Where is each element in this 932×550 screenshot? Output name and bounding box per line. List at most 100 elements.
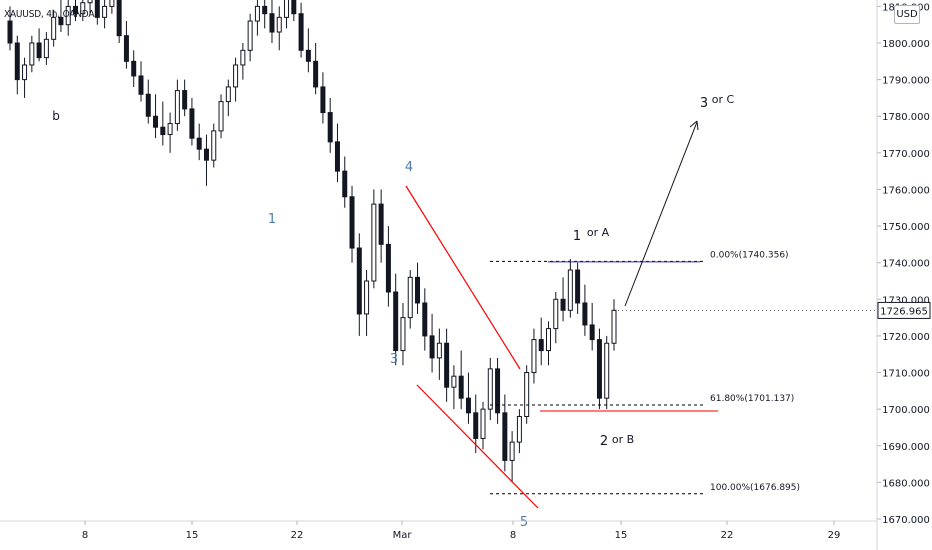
candle: [131, 50, 137, 87]
candle: [553, 291, 559, 344]
price-tick-label: 1790.000: [882, 76, 930, 87]
candle: [233, 57, 239, 102]
currency-button[interactable]: USD: [894, 5, 920, 24]
symbol-label: XAUUSD, 4h, OANDA: [4, 9, 95, 20]
candle: [589, 302, 595, 351]
candle: [313, 43, 319, 95]
fib-level-label: 61.80%(1701.137): [710, 394, 794, 404]
candle: [342, 156, 348, 208]
price-tick-label: 1780.000: [882, 112, 930, 123]
time-tick-label: 15: [186, 530, 199, 541]
price-tick-label: 1720.000: [882, 332, 930, 343]
candle: [123, 21, 129, 69]
projection-arrow[interactable]: [624, 121, 698, 307]
last-price-label: 1726.965: [880, 306, 928, 317]
candle: [87, 0, 93, 14]
candle: [393, 273, 399, 366]
candle: [36, 28, 42, 62]
candle: [538, 317, 544, 366]
time-axis[interactable]: 8 15 22 Mar 8 15 22 29: [82, 521, 841, 541]
price-tick-label: 1740.000: [882, 259, 930, 270]
candle: [524, 365, 530, 424]
time-tick-label: 29: [828, 530, 841, 541]
time-tick-label: 8: [510, 530, 516, 541]
candle: [378, 189, 384, 263]
candle: [276, 6, 282, 51]
time-tick-label: 22: [291, 530, 304, 541]
wave-label: or B: [612, 433, 634, 446]
candle: [94, 0, 100, 25]
candle: [182, 79, 188, 117]
price-tick-label: 1700.000: [882, 405, 930, 416]
candle: [262, 0, 268, 29]
candle: [72, 0, 78, 22]
candle: [196, 123, 202, 161]
candle: [509, 431, 515, 483]
candle: [109, 0, 115, 14]
candle: [116, 0, 122, 43]
candle: [102, 0, 108, 29]
price-tick-label: 1800.000: [882, 39, 930, 50]
candle: [400, 302, 406, 366]
candle: [305, 28, 311, 73]
candle: [364, 270, 370, 336]
candle: [269, 0, 275, 43]
candle: [429, 313, 435, 373]
candle: [458, 350, 464, 410]
candle: [167, 112, 173, 153]
wave-label: 1: [573, 229, 581, 244]
candle: [58, 0, 64, 33]
candle: [385, 226, 391, 307]
drawings[interactable]: 0.00%(1740.356) 61.80%(1701.137) 100.00%(1…: [52, 93, 877, 530]
candle: [7, 6, 13, 51]
channel-lower-line[interactable]: [416, 384, 539, 509]
candle: [138, 61, 144, 102]
candle: [14, 35, 20, 95]
candle: [254, 0, 260, 36]
candle: [153, 94, 159, 139]
candle: [65, 0, 71, 36]
candle: [480, 401, 486, 450]
candle: [465, 372, 471, 424]
candle: [51, 10, 57, 47]
time-tick-label: 22: [721, 530, 734, 541]
candle: [189, 97, 195, 146]
candle: [298, 2, 304, 58]
candle: [604, 335, 610, 410]
candle: [487, 357, 493, 421]
candle: [160, 101, 166, 146]
wave-label: 5: [520, 515, 528, 530]
price-axis[interactable]: 1810.0001800.0001790.0001780.0001770.000…: [877, 2, 931, 526]
candle: [473, 394, 479, 454]
candle: [422, 288, 428, 351]
candle: [334, 123, 340, 183]
wave-label: 3: [700, 96, 708, 111]
candle: [582, 284, 588, 336]
wave-label: 3: [390, 352, 398, 367]
candle: [444, 328, 450, 402]
candle: [567, 259, 573, 318]
candle: [575, 262, 581, 314]
candle: [43, 32, 49, 65]
candle: [495, 357, 501, 424]
fib-level-label: 100.00%(1676.895): [710, 483, 800, 493]
candle: [451, 365, 457, 410]
candle: [596, 328, 602, 410]
candle: [349, 185, 355, 263]
price-tick-label: 1670.000: [882, 515, 930, 526]
wave-label: 4: [405, 160, 413, 175]
candle: [320, 72, 326, 124]
candle: [240, 43, 246, 80]
candle: [80, 0, 86, 22]
channel-upper-line[interactable]: [405, 185, 521, 370]
time-tick-label: 15: [615, 530, 628, 541]
candle: [502, 394, 508, 472]
candle: [546, 321, 552, 366]
candle: [211, 123, 217, 168]
candle: [284, 0, 290, 29]
wave-label: b: [52, 109, 60, 123]
candle: [531, 328, 537, 384]
candle: [225, 79, 231, 117]
